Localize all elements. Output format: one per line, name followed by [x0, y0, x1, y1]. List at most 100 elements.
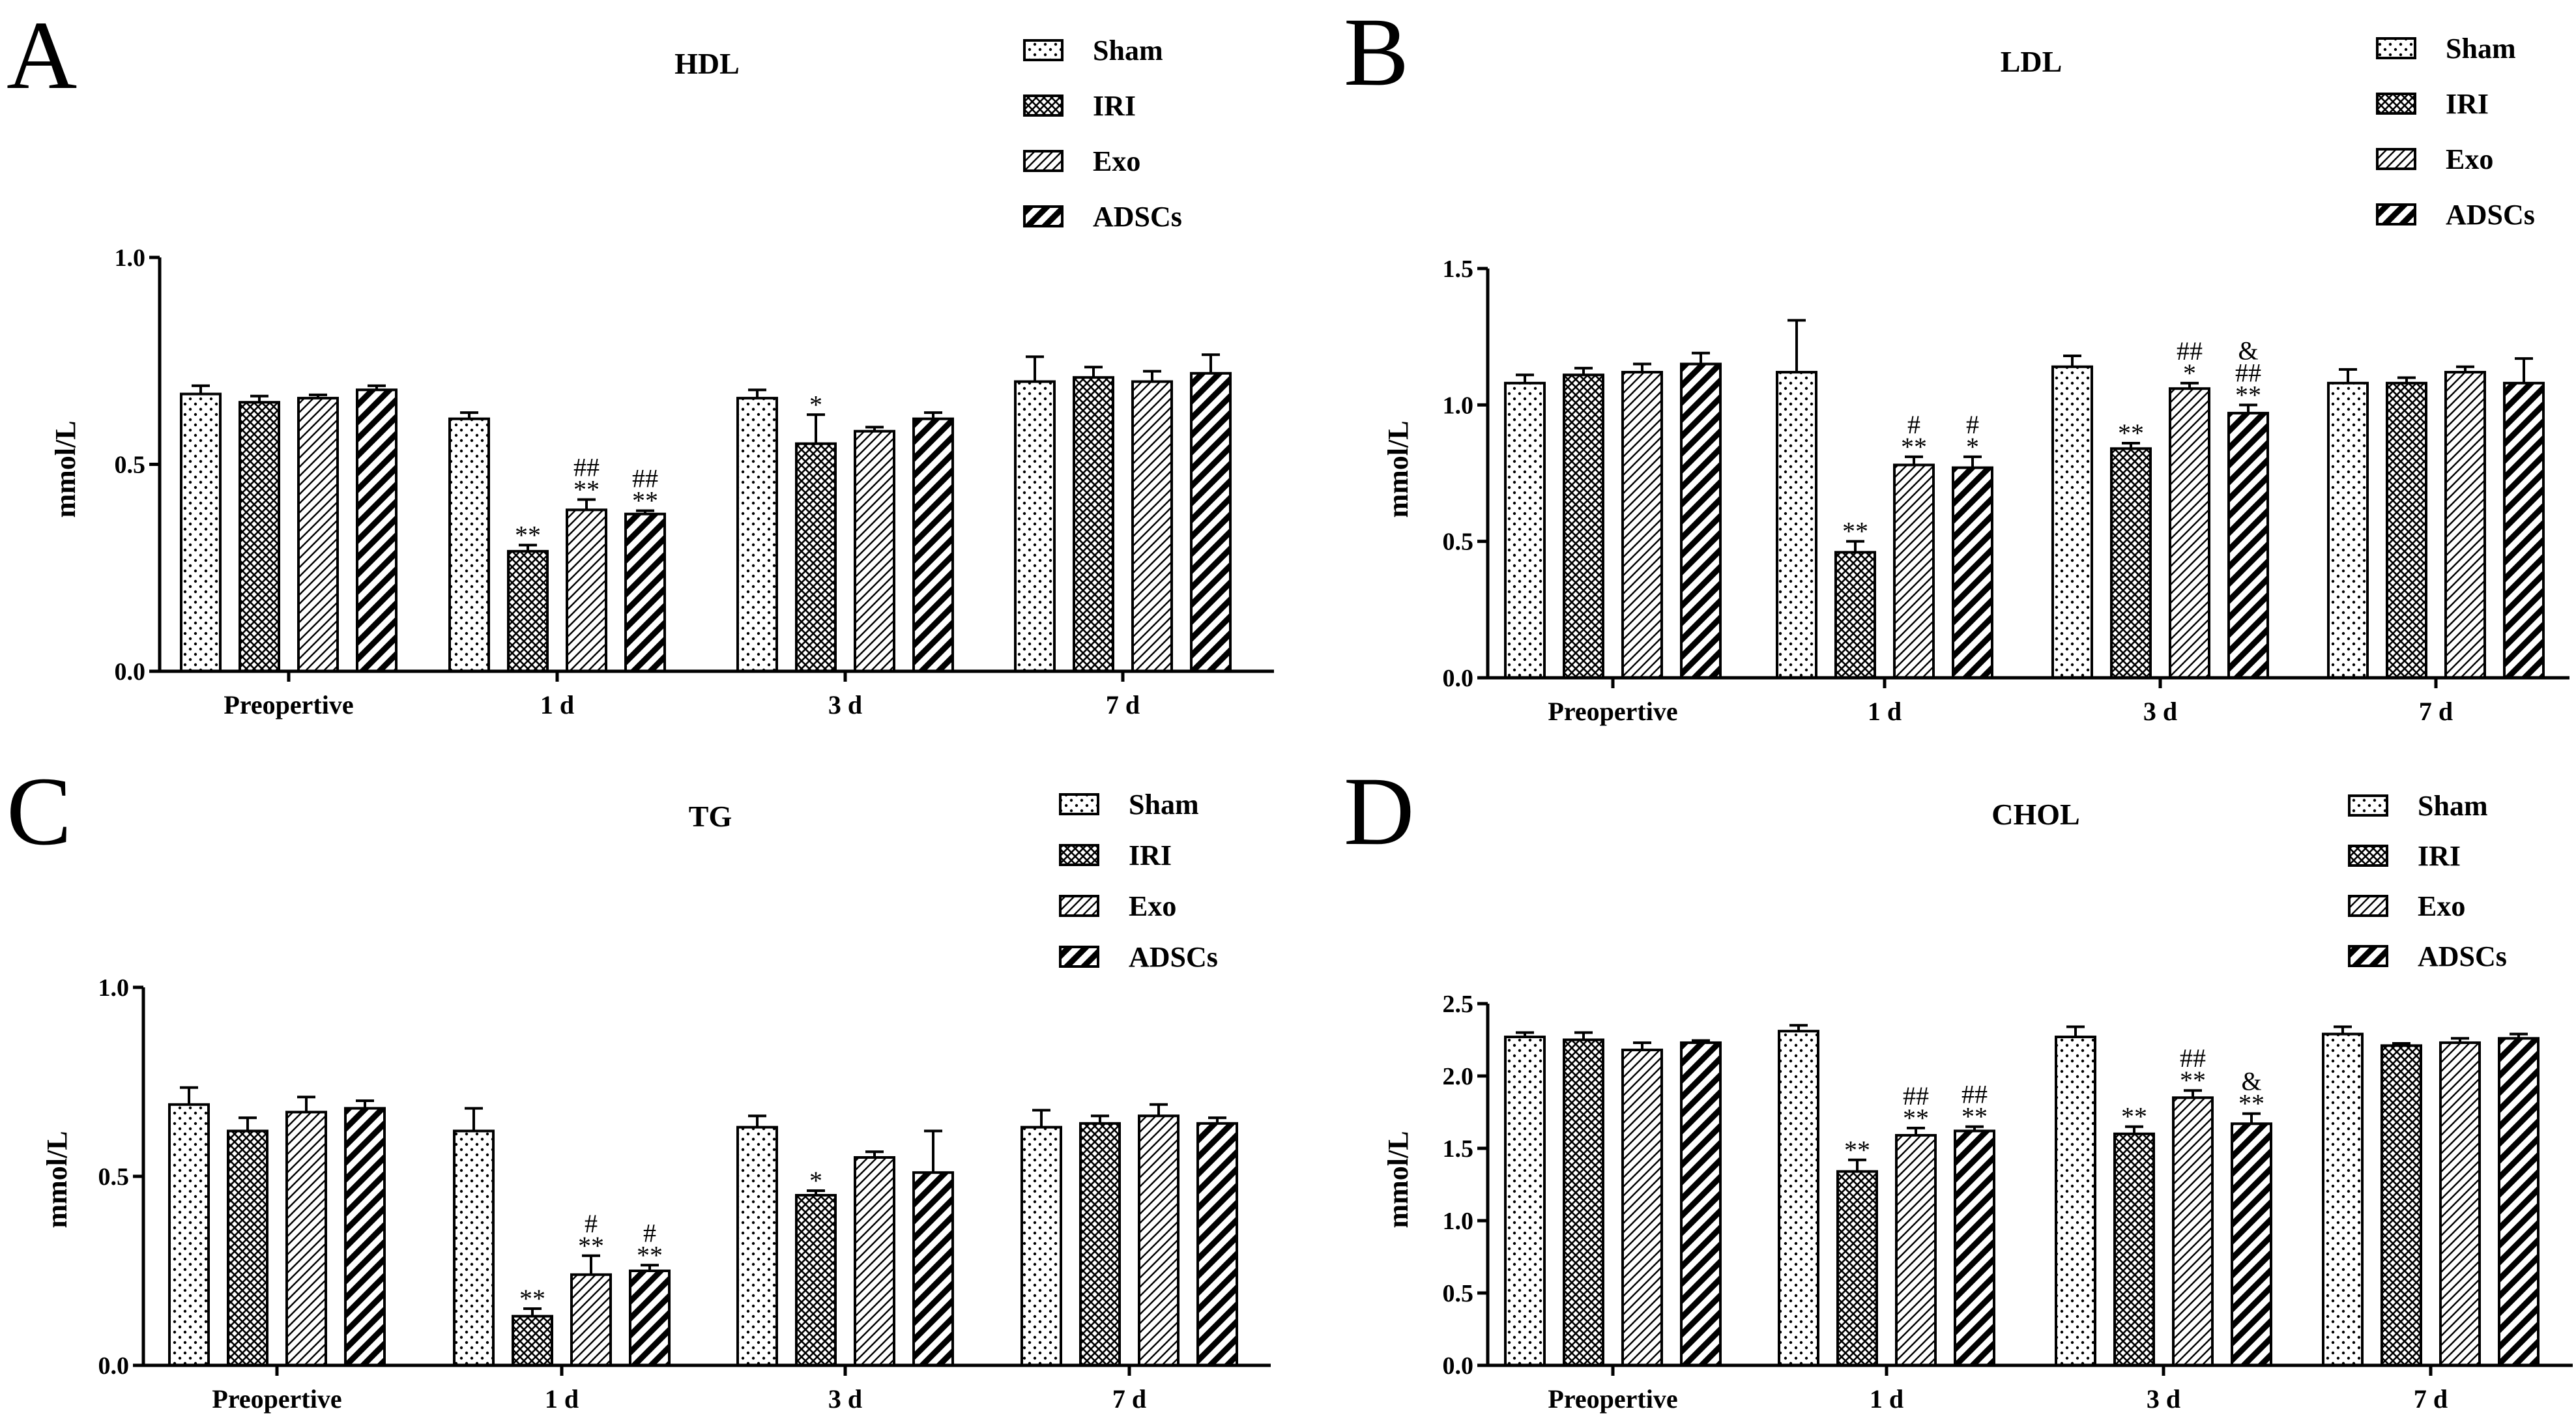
legend-swatch-exo	[2348, 895, 2388, 917]
y-tick-label: 1.0	[1443, 1208, 1474, 1235]
y-tick-label: 0.0	[115, 658, 146, 686]
legend-label: Sham	[1093, 35, 1163, 66]
bar-iri	[2381, 1044, 2422, 1367]
bar-exo	[854, 429, 895, 673]
bar-sham	[736, 1126, 778, 1367]
significance-mark: **	[1901, 432, 1927, 461]
y-tick-label: 1.5	[1443, 255, 1474, 283]
bar-exo	[2169, 387, 2210, 679]
bar-sham	[2322, 1032, 2364, 1367]
significance-mark: **	[637, 1240, 663, 1270]
chart-title: LDL	[2001, 45, 2062, 78]
significance-mark: **	[578, 1231, 604, 1260]
legend-swatch-adscs	[2348, 945, 2388, 967]
bar-exo	[2444, 371, 2486, 679]
bar-exo	[2172, 1096, 2214, 1367]
significance-mark: &	[2241, 1067, 2261, 1096]
legend-label: ADSCs	[2446, 199, 2535, 231]
x-category-label: 1 d	[1870, 1384, 1903, 1414]
legend-swatch-sham	[2376, 37, 2416, 59]
legend-swatch-exo	[2376, 148, 2416, 170]
bar-adscs	[356, 388, 398, 673]
chart-title: TG	[689, 800, 732, 833]
bar-adscs	[624, 512, 666, 673]
x-category-label: 1 d	[540, 690, 574, 719]
legend-label: Sham	[2446, 33, 2516, 65]
y-tick-label: 0.0	[98, 1352, 130, 1380]
significance-mark: *	[809, 390, 822, 419]
bar-iri	[1834, 551, 1876, 679]
panel-letter: D	[1344, 757, 1414, 865]
y-tick-label: 1.5	[1443, 1135, 1474, 1163]
legend-label: Exo	[2418, 890, 2465, 922]
legend-swatch-adscs	[1059, 946, 1099, 968]
bar-iri	[507, 549, 549, 673]
bar-adscs	[1196, 1122, 1238, 1367]
legend-label: Exo	[1129, 890, 1176, 922]
y-tick-label: 0.0	[1443, 1352, 1474, 1380]
bar-sham	[1020, 1126, 1062, 1367]
bar-sham	[448, 417, 490, 673]
y-axis-label: mmol/L	[41, 1131, 73, 1228]
legend-swatch-exo	[1023, 150, 1064, 172]
significance-mark: &	[2238, 336, 2258, 365]
x-category-label: Preopertive	[212, 1384, 341, 1414]
legend: Sham IRI Exo ADSCs	[2348, 790, 2507, 972]
legend-label: IRI	[1129, 839, 1172, 871]
bar-adscs	[344, 1107, 386, 1367]
bar-iri	[1073, 376, 1114, 673]
bar-adscs	[1190, 371, 1232, 673]
bar-sham	[736, 396, 778, 673]
bar-sham	[1504, 381, 1546, 680]
bar-iri	[227, 1129, 268, 1367]
y-axis-label: mmol/L	[1382, 420, 1414, 517]
significance-mark: #	[1966, 410, 1979, 439]
significance-mark: **	[1961, 1102, 1988, 1131]
y-axis-label: mmol/L	[50, 420, 81, 517]
bar-iri	[239, 401, 280, 673]
x-category-label: 7 d	[1112, 1384, 1146, 1414]
chart-title: HDL	[674, 47, 740, 80]
legend-label: ADSCs	[1129, 941, 1218, 973]
significance-mark: ##	[1961, 1080, 1988, 1109]
bar-adscs	[912, 1171, 954, 1367]
significance-mark: ##	[573, 452, 600, 482]
legend-swatch-sham	[1023, 39, 1064, 61]
x-category-label: 1 d	[1868, 697, 1902, 726]
bar-adscs	[2503, 381, 2545, 680]
bar-sham	[1504, 1036, 1546, 1367]
bar-iri	[1563, 373, 1604, 680]
legend-label: Exo	[2446, 143, 2493, 175]
bar-sham	[2051, 365, 2093, 679]
panel-letter: B	[1344, 0, 1409, 106]
legend-label: Sham	[1129, 789, 1199, 821]
legend-swatch-iri	[2376, 93, 2416, 115]
y-tick-label: 0.5	[115, 452, 146, 479]
legend-label: IRI	[2446, 88, 2489, 120]
significance-mark: **	[1844, 1135, 1870, 1165]
y-tick-label: 1.0	[1443, 392, 1474, 419]
y-tick-label: 1.0	[98, 974, 130, 1002]
legend-label: ADSCs	[2418, 940, 2507, 972]
plot-area: ****##**##****##**&0.00.51.01.52.02.5Pre…	[1443, 991, 2573, 1414]
y-tick-label: 0.5	[1443, 1280, 1474, 1307]
bar-sham	[2055, 1036, 2096, 1367]
significance-mark: **	[1842, 517, 1868, 546]
y-tick-label: 1.0	[115, 244, 146, 272]
bar-sham	[1776, 371, 1817, 679]
significance-mark: **	[632, 486, 658, 516]
legend-swatch-adscs	[1023, 205, 1064, 227]
bar-adscs	[912, 417, 954, 673]
bar-exo	[854, 1156, 895, 1367]
bar-exo	[2439, 1041, 2481, 1367]
bar-adscs	[1680, 362, 1722, 679]
significance-mark: **	[2121, 1102, 2147, 1131]
significance-mark: ##	[2235, 358, 2261, 387]
significance-mark: ##	[2180, 1043, 2206, 1073]
bar-sham	[168, 1103, 210, 1367]
panel-letter: A	[7, 1, 77, 109]
bar-exo	[285, 1111, 327, 1367]
